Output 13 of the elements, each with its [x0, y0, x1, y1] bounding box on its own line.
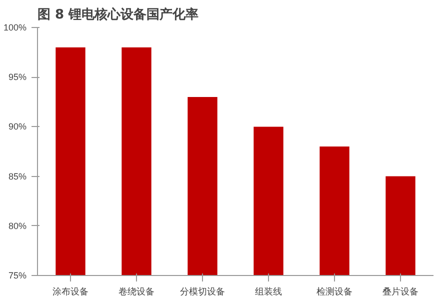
y-tick-label: 90%: [8, 122, 26, 132]
y-tick-label: 75%: [8, 270, 26, 280]
x-tick-label: 叠片设备: [382, 286, 418, 296]
x-tick-label: 检测设备: [316, 286, 352, 296]
y-tick-label: 80%: [8, 220, 26, 231]
y-tick-label: 85%: [8, 171, 26, 182]
y-tick-label: 95%: [8, 72, 26, 82]
x-tick-label: 涂布设备: [52, 286, 88, 296]
y-tick-label: 100%: [3, 22, 27, 32]
x-tick-label: 卷绕设备: [118, 286, 154, 296]
x-tick-label: 分模切设备: [180, 286, 225, 296]
chart-title: 图 8 锂电核心设备国产化率: [38, 6, 199, 22]
x-tick-label: 组装线: [255, 286, 282, 296]
